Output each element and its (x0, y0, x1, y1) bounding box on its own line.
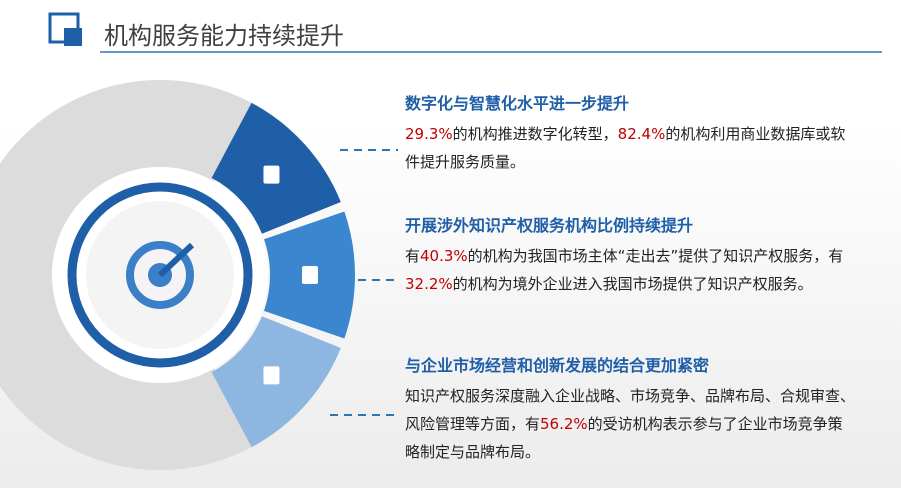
section: 与企业市场经营和创新发展的结合更加紧密知识产权服务深度融入企业战略、市场竞争、品… (405, 354, 855, 466)
outer-ring (0, 80, 258, 470)
text-run: 有 (405, 247, 421, 265)
blue-ring (67, 182, 253, 368)
header-icon-fill (64, 28, 82, 46)
segment-icon (302, 266, 318, 284)
segment-icon (263, 165, 280, 184)
arrow (157, 242, 195, 278)
page-title: 机构服务能力持续提升 (104, 22, 344, 50)
text-run: 56.2% (540, 415, 588, 433)
target-outer (126, 241, 194, 309)
text-run: 的机构推进数字化转型， (452, 125, 618, 143)
section: 数字化与智慧化水平进一步提升 29.3%的机构推进数字化转型，82.4%的机构利用… (405, 92, 855, 176)
section-heading: 与企业市场经营和创新发展的结合更加紧密 (405, 356, 710, 375)
section-heading: 数字化与智慧化水平进一步提升 (405, 94, 630, 113)
section-heading: 开展涉外知识产权服务机构比例持续提升 (405, 216, 694, 235)
text-run: 40.3% (420, 247, 468, 265)
text-run: 的受访机构表示参与了企业市场竞争策略制定与品牌布局。 (405, 415, 843, 461)
text-run: 的机构利用商业数据库或软件提升服务质量。 (405, 125, 846, 171)
text-run: 82.4% (617, 125, 666, 143)
text-run: 的机构为我国市场主体“走出去”提供了知识产权服务，有 (467, 247, 844, 265)
section: 开展涉外知识产权服务机构比例持续提升 有40.3%的机构为我国市场主体“走出去”提… (405, 214, 855, 298)
section-body: 29.3%的机构推进数字化转型，82.4%的机构利用商业数据库或软件提升服务质量… (405, 120, 855, 176)
text-run: 29.3% (405, 125, 453, 143)
art (0, 80, 398, 470)
text-run: 知识产权服务深度融入企业战略、市场竞争、品牌布局、合规审查、风险管理等方面，有 (405, 387, 856, 433)
segment-icon (263, 366, 280, 385)
text-run: 的机构为境外企业进入我国市场提供了知识产权服务。 (452, 275, 813, 293)
section-body: 有40.3%的机构为我国市场主体“走出去”提供了知识产权服务，有 32.2%的机构… (405, 242, 855, 298)
section-body: 知识产权服务深度融入企业战略、市场竞争、品牌布局、合规审查、风险管理等方面，有5… (405, 382, 855, 466)
text-run: 32.2% (405, 275, 453, 293)
